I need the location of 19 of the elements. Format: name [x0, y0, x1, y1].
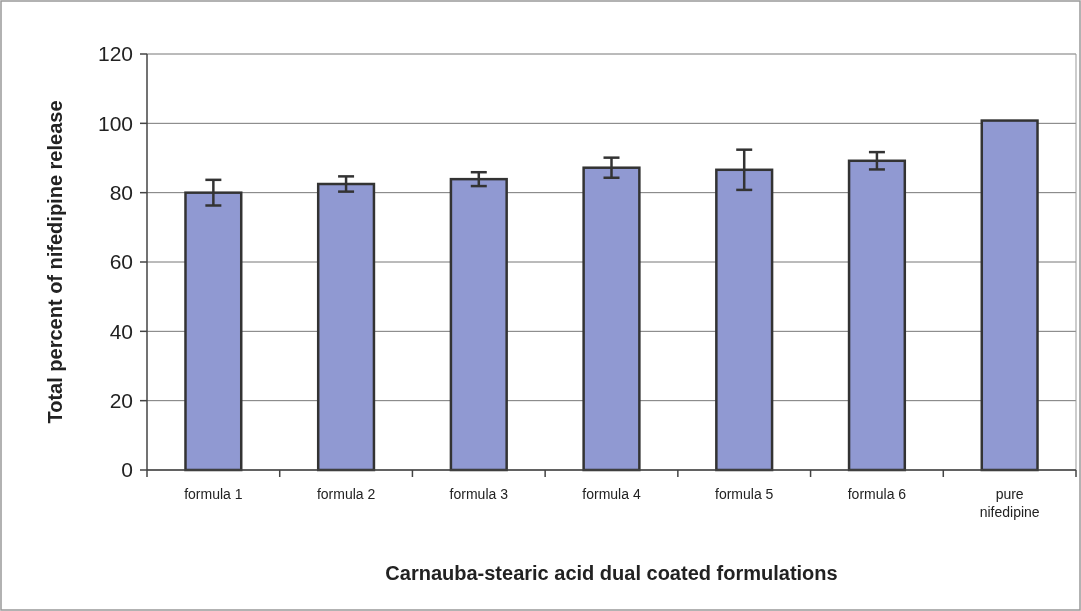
y-axis-title: Total percent of nifedipine release — [44, 100, 66, 424]
y-tick-label: 80 — [109, 181, 133, 205]
y-tick-label: 120 — [97, 42, 133, 66]
x-tick-label: formula 5 — [715, 486, 774, 502]
x-tick-label: formula 2 — [316, 486, 376, 502]
x-tick-label: formula 3 — [449, 486, 509, 502]
y-tick-label: 100 — [97, 111, 133, 135]
x-tick-label: formula 4 — [582, 486, 641, 502]
bar — [316, 182, 376, 472]
x-tick-label: formula 1 — [184, 486, 243, 502]
x-axis-title: Carnauba-stearic acid dual coated formulations — [385, 562, 838, 584]
y-tick-label: 20 — [109, 389, 133, 413]
x-tick-label: formula 6 — [847, 486, 907, 502]
y-tick-label: 40 — [109, 319, 133, 343]
x-tick-label: pure nifedipine — [979, 486, 1040, 521]
y-tick-label: 60 — [109, 250, 133, 274]
y-tick-label: 0 — [121, 458, 133, 482]
bar — [449, 177, 508, 472]
bar — [980, 119, 1039, 472]
